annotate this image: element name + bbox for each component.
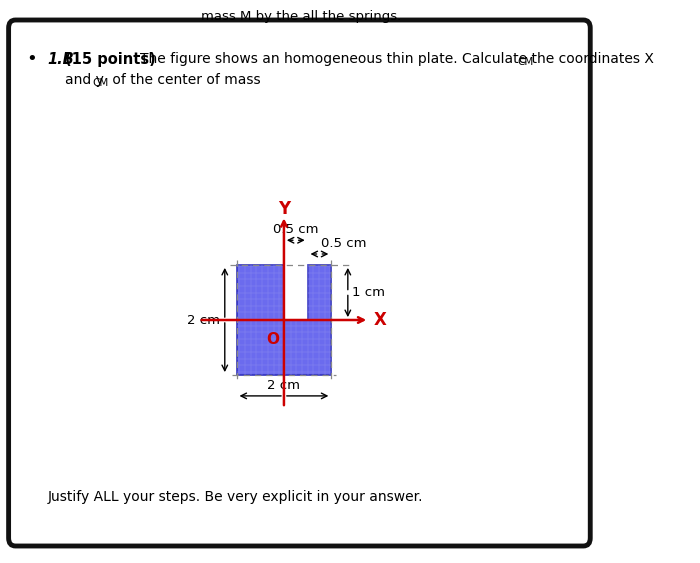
Polygon shape <box>237 265 331 375</box>
Text: 2 cm: 2 cm <box>188 314 220 327</box>
Text: CM: CM <box>517 57 533 67</box>
Text: mass M by the all the springs.: mass M by the all the springs. <box>201 10 401 23</box>
Text: 0.5 cm: 0.5 cm <box>321 237 367 250</box>
Text: 2 cm: 2 cm <box>267 379 300 392</box>
Text: of the center of mass: of the center of mass <box>108 73 260 87</box>
Text: The figure shows an homogeneous thin plate. Calculate the coordinates X: The figure shows an homogeneous thin pla… <box>140 52 654 66</box>
Text: •: • <box>26 50 36 68</box>
Text: Y: Y <box>278 200 290 218</box>
Text: 1.B: 1.B <box>48 52 74 67</box>
Text: CM: CM <box>92 78 108 88</box>
Text: Justify ALL your steps. Be very explicit in your answer.: Justify ALL your steps. Be very explicit… <box>48 490 423 504</box>
Text: X: X <box>374 311 386 329</box>
Text: 0.5 cm: 0.5 cm <box>273 224 318 236</box>
Text: O: O <box>267 332 279 347</box>
Text: (15 points): (15 points) <box>65 52 156 67</box>
Text: 1 cm: 1 cm <box>352 286 385 299</box>
Text: and y: and y <box>64 73 104 87</box>
FancyBboxPatch shape <box>8 20 590 546</box>
